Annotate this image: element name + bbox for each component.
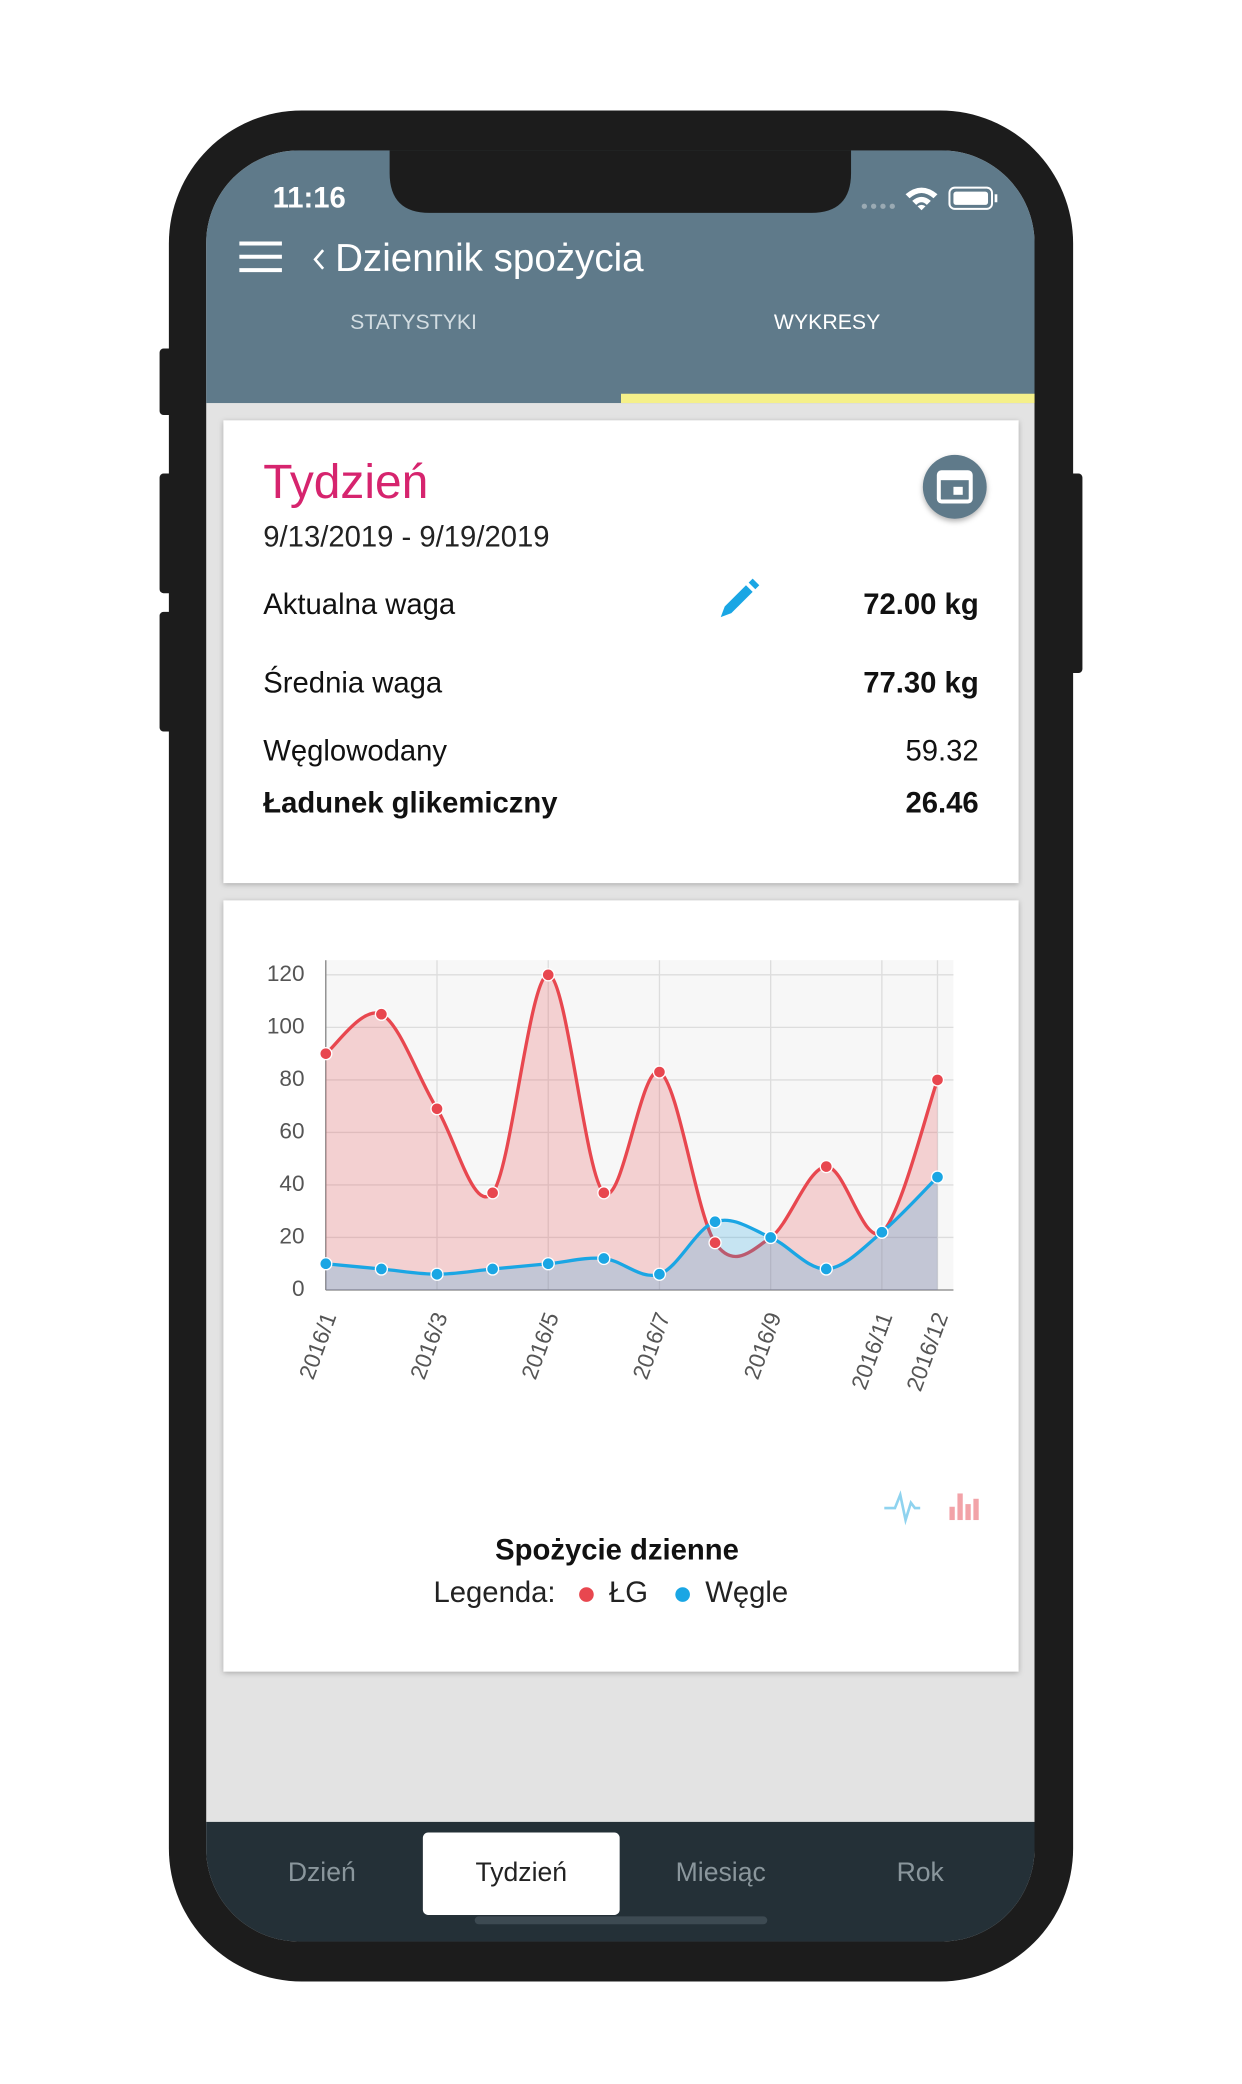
legend-dot — [579, 1587, 594, 1602]
plot-area — [325, 960, 954, 1291]
bottom-tab[interactable]: Rok — [897, 1857, 945, 1887]
y-tick-label: 0 — [292, 1276, 305, 1301]
status-time: 11:16 — [273, 182, 346, 214]
point — [319, 1046, 333, 1061]
point — [597, 1251, 611, 1266]
point — [430, 1267, 444, 1281]
point — [374, 1262, 389, 1276]
bottom-tab[interactable]: Tydzień — [475, 1857, 567, 1887]
point — [485, 1262, 500, 1276]
point — [708, 1236, 722, 1250]
legend-label: Legenda: — [434, 1577, 556, 1609]
y-tick-label: 40 — [279, 1171, 304, 1196]
row-label: Średnia waga — [263, 666, 443, 700]
point — [708, 1215, 722, 1229]
bottom-tab[interactable]: Dzień — [288, 1857, 356, 1887]
point — [597, 1186, 611, 1200]
row-value: 26.46 — [906, 787, 979, 819]
chart-title: Spożycie dzienne — [495, 1535, 739, 1567]
point — [819, 1159, 833, 1174]
point — [930, 1170, 945, 1184]
y-tick-label: 20 — [279, 1223, 304, 1248]
notch — [389, 150, 852, 213]
legend-entry: Węgle — [705, 1577, 788, 1609]
home-indicator — [474, 1916, 768, 1925]
bottom-tab[interactable]: Miesiąc — [676, 1857, 766, 1887]
header-title: Dziennik spożycia — [335, 237, 644, 280]
area — [325, 1177, 938, 1291]
status-icons — [861, 186, 998, 211]
summary-title: Tydzień — [263, 456, 428, 509]
row-value: 72.00 kg — [863, 589, 978, 621]
y-tick-label: 120 — [267, 961, 305, 986]
header-tab[interactable]: WYKRESY — [774, 310, 880, 334]
active-bottom-tab — [422, 1832, 620, 1915]
point — [485, 1186, 500, 1200]
point — [319, 1257, 333, 1271]
point — [875, 1225, 889, 1239]
y-tick-label: 80 — [279, 1066, 304, 1091]
active-tab-indicator — [621, 393, 1035, 404]
point — [819, 1262, 833, 1276]
point — [430, 1102, 444, 1116]
point — [541, 1257, 555, 1271]
row-label: Ładunek glikemiczny — [263, 787, 558, 819]
point — [374, 1007, 389, 1021]
row-value: 59.32 — [906, 736, 979, 768]
chart-type-switch[interactable] — [884, 1490, 979, 1526]
row-label: Aktualna waga — [263, 589, 456, 621]
point — [652, 1065, 667, 1079]
y-tick-label: 60 — [279, 1118, 304, 1143]
header-tab[interactable]: STATYSTYKI — [350, 310, 477, 334]
date-range: 9/13/2019 - 9/19/2019 — [263, 521, 549, 553]
point — [652, 1267, 667, 1281]
edit-weight-button[interactable] — [720, 578, 760, 618]
point — [541, 968, 555, 982]
row-value: 77.30 kg — [863, 668, 978, 700]
row-label: Węglowodany — [263, 736, 447, 768]
summary-card — [223, 420, 1019, 884]
calendar-button[interactable] — [922, 454, 987, 519]
y-tick-label: 100 — [267, 1013, 305, 1038]
point — [764, 1230, 778, 1245]
area — [325, 974, 938, 1291]
menu-button[interactable] — [239, 241, 282, 273]
back-button[interactable] — [313, 249, 325, 270]
legend-dot — [675, 1587, 690, 1602]
point — [930, 1073, 945, 1087]
legend-entry: ŁG — [609, 1577, 648, 1609]
